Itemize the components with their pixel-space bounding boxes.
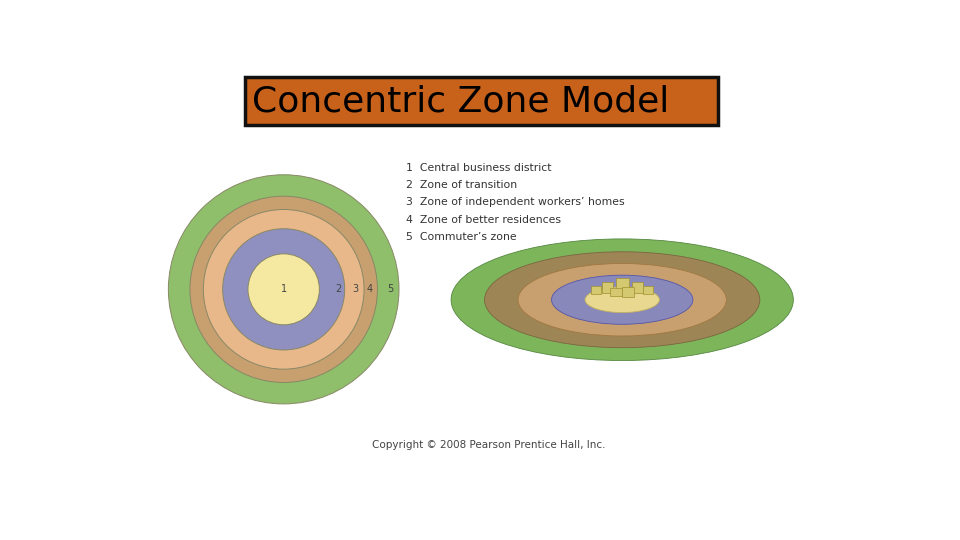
Ellipse shape (485, 252, 760, 348)
Text: 1  Central business district: 1 Central business district (406, 163, 552, 172)
FancyBboxPatch shape (591, 286, 601, 294)
FancyBboxPatch shape (245, 77, 718, 125)
Text: Copyright © 2008 Pearson Prentice Hall, Inc.: Copyright © 2008 Pearson Prentice Hall, … (372, 440, 605, 450)
Text: 2: 2 (335, 285, 341, 294)
Ellipse shape (168, 175, 399, 404)
Ellipse shape (585, 287, 660, 313)
Text: 3  Zone of independent workers’ homes: 3 Zone of independent workers’ homes (406, 198, 625, 207)
Ellipse shape (451, 239, 793, 361)
Text: 4: 4 (367, 285, 373, 294)
Text: 5  Commuter’s zone: 5 Commuter’s zone (406, 232, 517, 242)
FancyBboxPatch shape (602, 282, 612, 293)
FancyBboxPatch shape (632, 282, 642, 293)
Ellipse shape (248, 254, 320, 325)
Text: Concentric Zone Model: Concentric Zone Model (252, 84, 670, 118)
Text: 1: 1 (280, 285, 287, 294)
Ellipse shape (190, 196, 377, 382)
FancyBboxPatch shape (615, 278, 629, 292)
Ellipse shape (204, 210, 364, 369)
FancyBboxPatch shape (622, 287, 635, 296)
Ellipse shape (551, 275, 693, 325)
Ellipse shape (518, 264, 727, 336)
Ellipse shape (223, 229, 345, 350)
Text: 3: 3 (352, 285, 359, 294)
Text: 5: 5 (387, 285, 394, 294)
FancyBboxPatch shape (643, 286, 653, 294)
Text: 4  Zone of better residences: 4 Zone of better residences (406, 215, 562, 225)
FancyBboxPatch shape (611, 288, 622, 296)
Text: 2  Zone of transition: 2 Zone of transition (406, 180, 517, 190)
